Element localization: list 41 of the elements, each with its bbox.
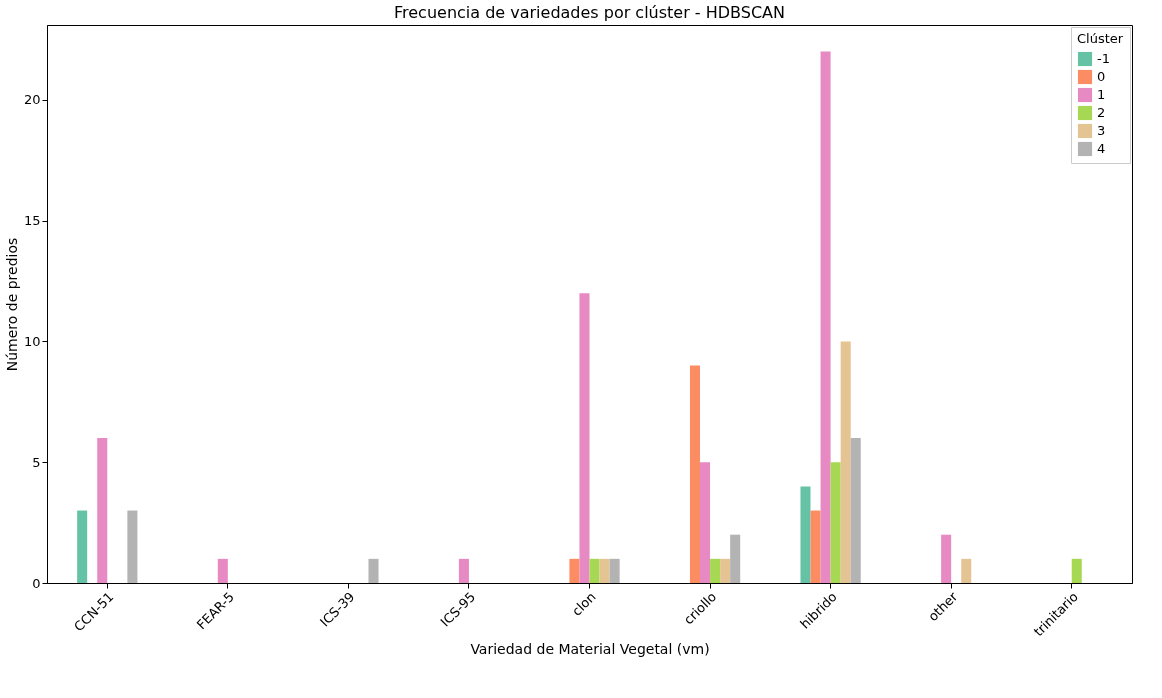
bar [820,51,831,583]
legend-label: 0 [1097,69,1106,84]
bar [961,558,972,583]
bar [458,558,469,583]
bar [609,558,620,583]
y-tick-label: 10 [23,333,41,349]
legend-label: 2 [1097,105,1106,120]
bar [579,293,590,583]
bar [840,341,851,583]
y-tick-label: 20 [23,92,41,108]
legend-title: Clúster [1077,31,1124,46]
bar [1071,558,1082,583]
bar [810,510,821,583]
bar [127,510,138,583]
bar [599,558,610,583]
bar [710,558,721,583]
bar [830,462,841,583]
y-tick-label: 5 [32,454,41,470]
bar [850,438,861,583]
bar [700,462,711,583]
bar [97,438,108,583]
x-tick-label: clon [569,589,599,619]
bar [730,534,741,583]
legend-label: 1 [1097,87,1106,102]
y-axis-title: Número de predios [3,237,20,372]
legend-label: 4 [1097,141,1106,156]
bar [368,558,379,583]
x-axis-title: Variedad de Material Vegetal (vm) [470,641,710,658]
legend-label: 3 [1097,123,1106,138]
y-tick-label: 0 [32,575,41,591]
legend-label: -1 [1097,51,1110,66]
bar [689,365,701,583]
chart-title: Frecuencia de variedades por clúster - HDBSCAN [393,3,786,22]
bar [720,558,731,583]
bar [589,558,600,583]
bar [569,558,580,583]
bar [217,558,228,583]
bar [800,486,811,583]
y-tick-label: 15 [23,213,41,229]
bar [941,534,952,583]
bar [77,510,88,583]
